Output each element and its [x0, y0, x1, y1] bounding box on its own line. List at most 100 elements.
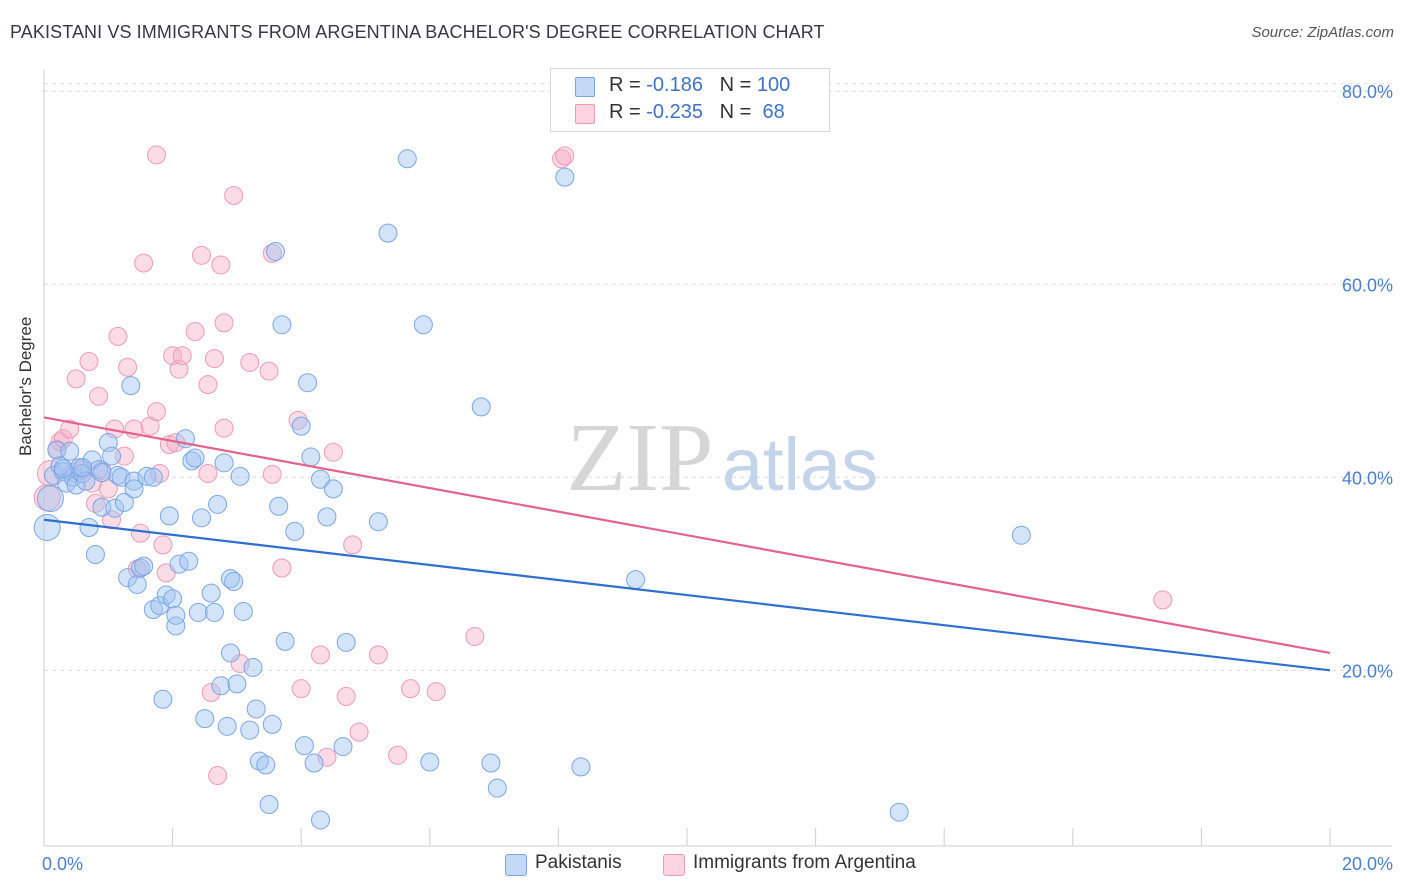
data-point-pakistanis [211, 676, 231, 696]
data-point-argentina [204, 349, 224, 369]
grid-lines [44, 83, 1392, 671]
data-point-argentina [192, 245, 212, 265]
data-point-pakistanis [256, 755, 276, 775]
axes [43, 70, 1392, 847]
chart-title: PAKISTANI VS IMMIGRANTS FROM ARGENTINA B… [10, 22, 825, 42]
legend-swatch-pink [663, 854, 685, 876]
legend-n-label: N = [719, 74, 757, 96]
data-point-pakistanis [73, 463, 93, 483]
data-point-pakistanis [555, 167, 575, 187]
legend-n-value: 68 [756, 101, 785, 123]
data-point-argentina [211, 255, 231, 275]
legend-r-value: -0.235 [646, 101, 703, 123]
data-point-pakistanis [571, 757, 591, 777]
legend-n-value: 100 [756, 74, 791, 96]
data-point-pakistanis [192, 508, 212, 528]
data-point-pakistanis [134, 556, 154, 576]
data-point-pakistanis [121, 376, 141, 396]
data-point-pakistanis [195, 709, 215, 729]
data-point-argentina [172, 346, 192, 366]
data-point-pakistanis [105, 498, 125, 518]
data-point-pakistanis [33, 513, 61, 541]
y-axis-label: Bachelor's Degree [16, 316, 35, 456]
data-point-pakistanis [89, 460, 109, 480]
data-point-pakistanis [220, 569, 240, 589]
data-point-pakistanis [163, 589, 183, 609]
data-point-argentina [401, 679, 421, 699]
data-point-pakistanis [204, 602, 224, 622]
data-point-pakistanis [124, 471, 144, 491]
data-point-argentina [368, 645, 388, 665]
data-point-argentina [240, 352, 260, 372]
data-point-argentina [147, 402, 167, 422]
y-tick-label: 40.0% [1342, 468, 1393, 488]
legend-label: Pakistanis [535, 852, 622, 873]
data-point-argentina [198, 375, 218, 395]
data-point-argentina [201, 683, 221, 703]
data-point-pakistanis [889, 802, 909, 822]
legend-label: Immigrants from Argentina [693, 852, 916, 873]
data-point-argentina [147, 145, 167, 165]
data-point-pakistanis [378, 223, 398, 243]
data-point-argentina [118, 357, 138, 377]
data-point-pakistanis [92, 462, 112, 482]
data-point-argentina [208, 766, 228, 786]
series-pakistanis-points [33, 149, 1031, 830]
data-point-pakistanis [233, 601, 253, 621]
data-point-pakistanis [137, 466, 157, 486]
data-point-argentina [79, 351, 99, 371]
data-point-argentina [198, 463, 218, 483]
data-point-pakistanis [179, 551, 199, 571]
data-point-argentina [134, 253, 154, 273]
data-point-pakistanis [420, 752, 440, 772]
trend-line-argentina [43, 416, 1331, 655]
data-point-pakistanis [182, 451, 202, 471]
data-point-pakistanis [60, 441, 80, 461]
data-point-pakistanis [159, 506, 179, 526]
data-point-pakistanis [224, 572, 244, 592]
data-point-pakistanis [259, 794, 279, 814]
legend-r-label: R = [609, 74, 647, 96]
data-point-pakistanis [153, 689, 173, 709]
data-point-argentina [465, 627, 485, 647]
data-point-pakistanis [243, 657, 263, 677]
data-point-pakistanis [275, 631, 295, 651]
data-point-pakistanis [114, 492, 134, 512]
data-point-argentina [214, 418, 234, 438]
data-point-pakistanis [53, 459, 73, 479]
data-point-pakistanis [323, 479, 343, 499]
data-point-pakistanis [85, 545, 105, 565]
data-point-pakistanis [310, 469, 330, 489]
data-point-argentina [60, 419, 80, 439]
data-point-argentina [98, 479, 118, 499]
data-point-argentina [262, 464, 282, 484]
data-point-pakistanis [50, 456, 70, 476]
data-point-pakistanis [626, 570, 646, 590]
x-tick-label: 20.0% [1342, 854, 1393, 874]
data-point-pakistanis [230, 466, 250, 486]
data-point-argentina [214, 313, 234, 333]
legend-swatch-pink [575, 104, 595, 124]
trend-line-pakistanis [43, 518, 1331, 672]
data-point-pakistanis [285, 521, 305, 541]
data-point-pakistanis [36, 485, 64, 513]
legend-r-value: -0.186 [646, 74, 703, 96]
data-point-pakistanis [262, 714, 282, 734]
legend-swatch-blue [505, 854, 527, 876]
data-point-argentina [317, 747, 337, 767]
data-point-pakistanis [79, 517, 99, 537]
data-point-pakistanis [185, 448, 205, 468]
data-point-pakistanis [130, 558, 150, 578]
series-argentina-points [33, 145, 1173, 786]
data-point-pakistanis [368, 512, 388, 532]
data-point-pakistanis [265, 241, 285, 261]
y-tick-label: 80.0% [1342, 82, 1393, 102]
data-point-pakistanis [102, 446, 122, 466]
trend-lines [43, 416, 1331, 672]
watermark: ZIP atlas [567, 404, 879, 512]
data-point-pakistanis [111, 467, 131, 487]
data-point-pakistanis [291, 416, 311, 436]
data-point-pakistanis [397, 149, 417, 169]
legend-swatch-blue [575, 77, 595, 97]
